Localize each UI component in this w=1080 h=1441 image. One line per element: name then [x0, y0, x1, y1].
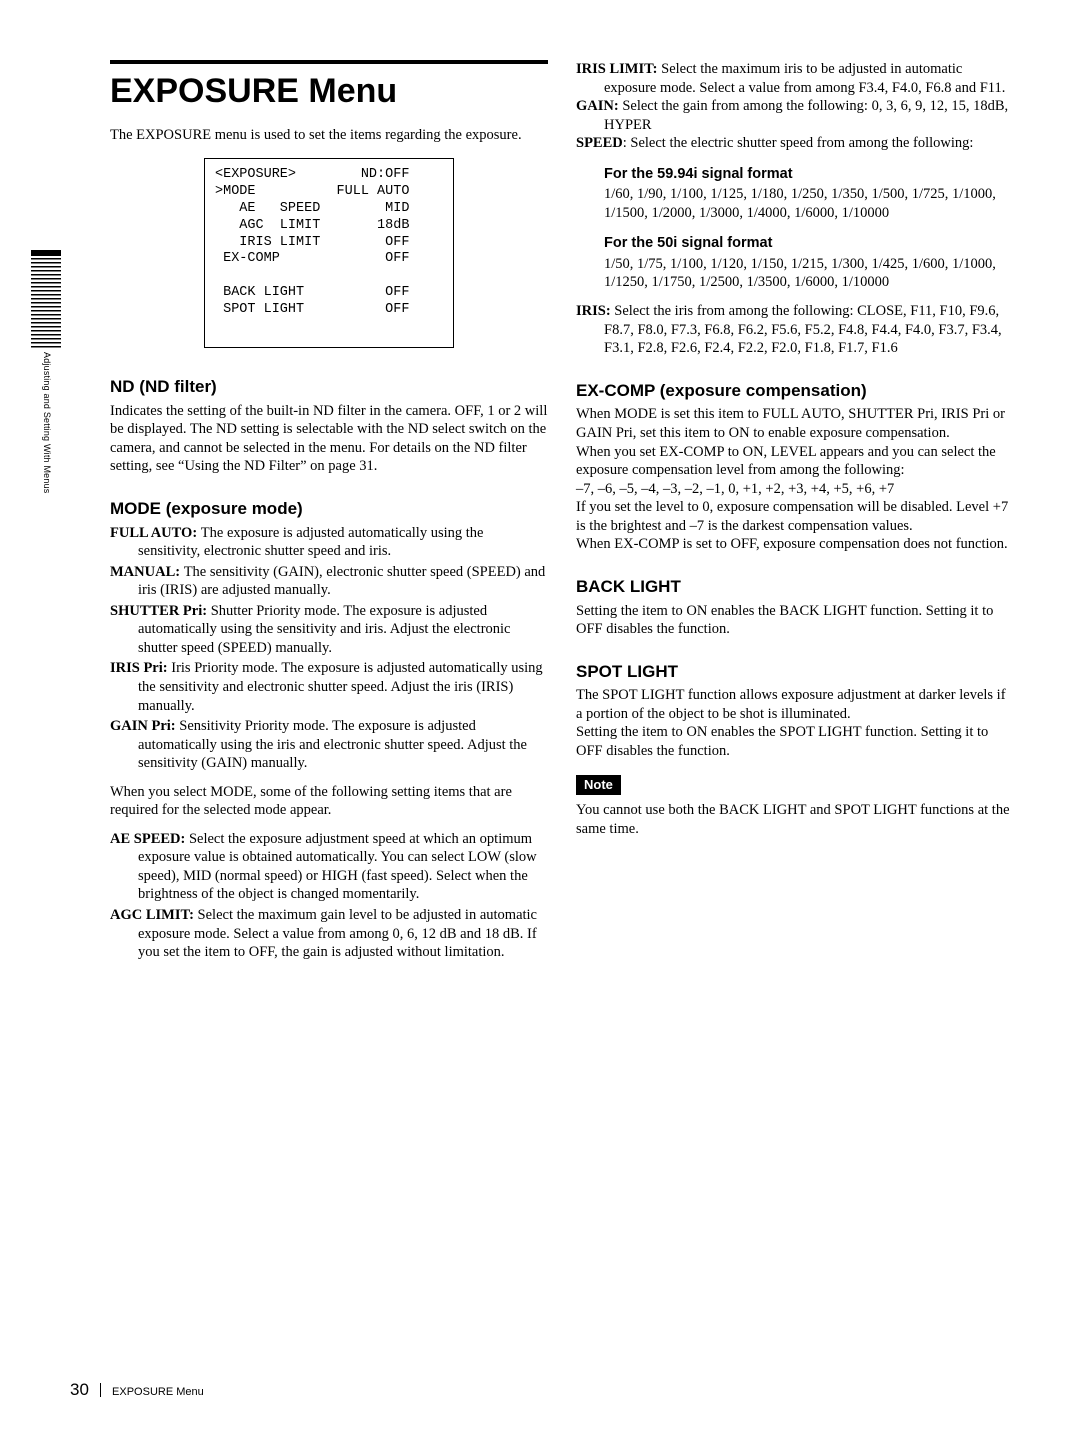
page-footer: 30 EXPOSURE Menu [70, 1379, 204, 1401]
mode-heading: MODE (exposure mode) [110, 498, 548, 520]
mode-entry-text: Iris Priority mode. The exposure is adju… [138, 660, 543, 713]
mode-sub-text: Select the maximum gain level to be adju… [138, 907, 537, 960]
nd-heading: ND (ND filter) [110, 376, 548, 398]
right-top-entry: IRIS LIMIT: Select the maximum iris to b… [576, 60, 1014, 97]
excomp-p5: When EX-COMP is set to OFF, exposure com… [576, 535, 1014, 554]
sig50-heading: For the 50i signal format [604, 234, 1014, 253]
note-body: You cannot use both the BACK LIGHT and S… [576, 801, 1014, 838]
mode-entry: SHUTTER Pri: Shutter Priority mode. The … [110, 602, 548, 658]
right-column: IRIS LIMIT: Select the maximum iris to b… [576, 60, 1014, 964]
mode-entry: GAIN Pri: Sensitivity Priority mode. The… [110, 717, 548, 773]
backlight-heading: BACK LIGHT [576, 576, 1014, 598]
mode-entry-label: SHUTTER Pri: [110, 603, 211, 619]
mode-sub-entry: AGC LIMIT: Select the maximum gain level… [110, 906, 548, 962]
mode-entry-label: FULL AUTO: [110, 525, 201, 541]
mode-entry-label: GAIN Pri: [110, 718, 179, 734]
mode-entry-label: MANUAL: [110, 564, 184, 580]
right-top-entry: GAIN: Select the gain from among the fol… [576, 97, 1014, 134]
mode-sub-entry: AE SPEED: Select the exposure adjustment… [110, 830, 548, 904]
footer-title: EXPOSURE Menu [112, 1386, 204, 1398]
side-barcode [31, 250, 61, 348]
mode-entry-text: Sensitivity Priority mode. The exposure … [138, 718, 527, 771]
right-top-label: IRIS LIMIT: [576, 61, 661, 77]
excomp-p2: When you set EX-COMP to ON, LEVEL appear… [576, 443, 1014, 480]
right-top-text: Select the maximum iris to be adjusted i… [604, 61, 1005, 96]
page-number: 30 [70, 1380, 89, 1399]
iris-label: IRIS: [576, 303, 614, 319]
sig59-heading: For the 59.94i signal format [604, 165, 1014, 184]
page-title: EXPOSURE Menu [110, 70, 548, 114]
iris-text: Select the iris from among the following… [604, 303, 1002, 356]
backlight-body: Setting the item to ON enables the BACK … [576, 602, 1014, 639]
title-rule [110, 60, 548, 64]
right-top-text: : Select the electric shutter speed from… [623, 135, 974, 151]
side-section-label: Adjusting and Setting With Menus [40, 352, 52, 493]
excomp-p1: When MODE is set this item to FULL AUTO,… [576, 405, 1014, 442]
excomp-p3: –7, –6, –5, –4, –3, –2, –1, 0, +1, +2, +… [576, 480, 1014, 499]
note-tag: Note [576, 775, 621, 796]
excomp-heading: EX-COMP (exposure compensation) [576, 380, 1014, 402]
right-top-entry: SPEED: Select the electric shutter speed… [576, 134, 1014, 153]
sig59-body: 1/60, 1/90, 1/100, 1/125, 1/180, 1/250, … [604, 185, 1014, 222]
spotlight-heading: SPOT LIGHT [576, 661, 1014, 683]
spotlight-p1: The SPOT LIGHT function allows exposure … [576, 686, 1014, 723]
mode-entry: IRIS Pri: Iris Priority mode. The exposu… [110, 659, 548, 715]
left-column: EXPOSURE Menu The EXPOSURE menu is used … [110, 60, 548, 964]
excomp-p4: If you set the level to 0, exposure comp… [576, 498, 1014, 535]
sig50-body: 1/50, 1/75, 1/100, 1/120, 1/150, 1/215, … [604, 255, 1014, 292]
mode-sub-text: Select the exposure adjustment speed at … [138, 831, 537, 903]
iris-entry: IRIS: Select the iris from among the fol… [576, 302, 1014, 358]
right-top-text: Select the gain from among the following… [604, 98, 1008, 133]
spotlight-p2: Setting the item to ON enables the SPOT … [576, 723, 1014, 760]
mode-after: When you select MODE, some of the follow… [110, 783, 548, 820]
menu-screenshot: <EXPOSURE> ND:OFF >MODE FULL AUTO AE SPE… [204, 158, 454, 348]
right-top-label: SPEED [576, 135, 623, 151]
side-tab: Adjusting and Setting With Menus [24, 250, 68, 493]
mode-sub-label: AGC LIMIT: [110, 907, 198, 923]
footer-separator [100, 1383, 101, 1397]
right-top-label: GAIN: [576, 98, 622, 114]
mode-entry-text: The sensitivity (GAIN), electronic shutt… [138, 564, 545, 599]
intro-text: The EXPOSURE menu is used to set the ite… [110, 126, 548, 145]
mode-sub-label: AE SPEED: [110, 831, 189, 847]
mode-entry: FULL AUTO: The exposure is adjusted auto… [110, 524, 548, 561]
mode-entry-label: IRIS Pri: [110, 660, 171, 676]
nd-body: Indicates the setting of the built-in ND… [110, 402, 548, 476]
mode-entry: MANUAL: The sensitivity (GAIN), electron… [110, 563, 548, 600]
